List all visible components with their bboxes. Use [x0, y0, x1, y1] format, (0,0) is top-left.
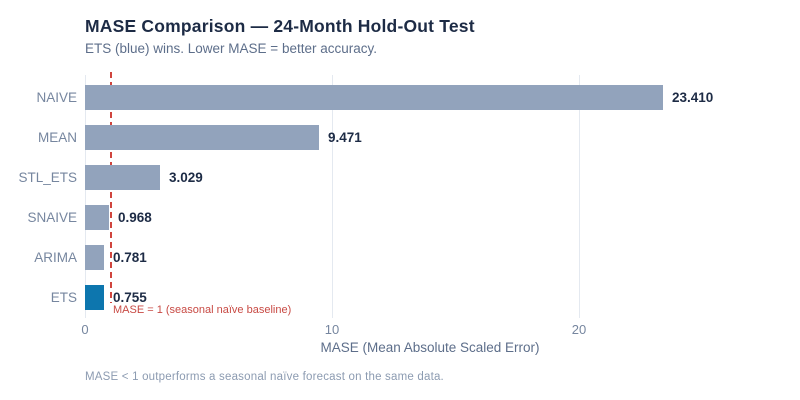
category-label-stl_ets: STL_ETS	[18, 170, 77, 185]
category-label-arima: ARIMA	[34, 250, 77, 265]
chart-footnote: MASE < 1 outperforms a seasonal naïve fo…	[85, 371, 444, 383]
x-tick-0: 0	[81, 322, 89, 337]
x-axis-label: MASE (Mean Absolute Scaled Error)	[320, 340, 540, 355]
category-label-snaive: SNAIVE	[27, 210, 77, 225]
chart-subtitle: ETS (blue) wins. Lower MASE = better acc…	[85, 41, 377, 56]
bar-value-stl_ets: 3.029	[169, 170, 203, 185]
plot-area: MASE = 1 (seasonal naïve baseline) 23.41…	[85, 72, 775, 318]
bar-ets	[85, 285, 104, 310]
bar-value-naive: 23.410	[672, 90, 714, 105]
x-tick-20: 20	[571, 322, 587, 337]
bar-value-arima: 0.781	[113, 250, 147, 265]
bar-stl_ets	[85, 165, 160, 190]
gridline-x-10	[332, 75, 333, 318]
gridline-x-20	[579, 75, 580, 318]
baseline-annotation: MASE = 1 (seasonal naïve baseline)	[113, 304, 292, 316]
x-tick-10: 10	[324, 322, 340, 337]
bar-value-ets: 0.755	[113, 290, 147, 305]
bar-naive	[85, 85, 663, 110]
category-label-mean: MEAN	[37, 130, 77, 145]
bar-value-mean: 9.471	[328, 130, 362, 145]
bar-snaive	[85, 205, 109, 230]
chart-title: MASE Comparison — 24-Month Hold-Out Test	[85, 16, 475, 36]
bar-value-snaive: 0.968	[118, 210, 152, 225]
category-label-naive: NAIVE	[36, 90, 77, 105]
bar-arima	[85, 245, 104, 270]
category-label-ets: ETS	[50, 290, 77, 305]
bar-mean	[85, 125, 319, 150]
gridline-x-0	[85, 75, 86, 318]
